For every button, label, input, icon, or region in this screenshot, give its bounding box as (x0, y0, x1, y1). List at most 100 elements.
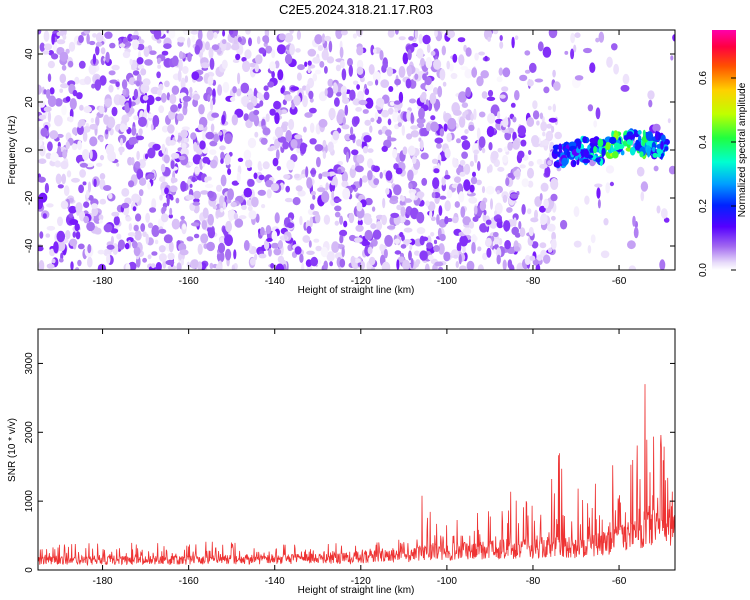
heatmap-cell (339, 60, 345, 69)
heatmap-cell (68, 116, 74, 123)
heatmap-cell (72, 89, 78, 97)
heatmap-cell (461, 140, 471, 150)
heatmap-signal-cell (553, 148, 558, 154)
heatmap-cell (496, 190, 500, 195)
heatmap-cell (605, 182, 610, 194)
heatmap-cell (89, 136, 98, 147)
heatmap-cell (170, 176, 176, 184)
heatmap-cell (204, 183, 214, 189)
heatmap-cell (38, 114, 47, 120)
heatmap-cell (90, 117, 95, 123)
heatmap-cell (597, 199, 601, 209)
heatmap-cell (393, 184, 402, 196)
heatmap-cell (551, 231, 556, 241)
heatmap-cell (652, 123, 661, 133)
heatmap-cell (439, 195, 447, 200)
heatmap-cell (528, 160, 534, 167)
heatmap-cell (274, 112, 280, 125)
heatmap-cell (116, 162, 120, 167)
heatmap-cell (69, 219, 79, 225)
heatmap-cell (308, 90, 314, 100)
heatmap-cell (303, 126, 307, 133)
heatmap-cell (77, 259, 82, 267)
heatmap-cell (245, 30, 251, 35)
heatmap-signal-cell (597, 138, 604, 148)
heatmap-cell (411, 156, 417, 164)
heatmap-cell (348, 212, 355, 224)
heatmap-cell (307, 48, 317, 57)
heatmap-cell (636, 166, 645, 177)
heatmap-cell (434, 137, 444, 144)
heatmap-cell (418, 33, 423, 44)
heatmap-cell (92, 33, 97, 38)
heatmap-cell (492, 231, 499, 238)
heatmap-cell (551, 125, 555, 133)
heatmap-cell (147, 222, 154, 229)
y-tick-label: -20 (24, 190, 35, 205)
heatmap-cell (135, 135, 145, 141)
heatmap-cell (186, 261, 191, 268)
heatmap-cell (507, 141, 513, 151)
heatmap-cell (381, 145, 388, 152)
heatmap-cell (382, 63, 388, 69)
bottom-x-axis-label: Height of straight line (km) (298, 585, 415, 596)
heatmap-cell (149, 207, 157, 213)
heatmap-cell (487, 89, 494, 97)
heatmap-cell (503, 220, 511, 232)
heatmap-cell (98, 105, 105, 115)
heatmap-cell (45, 233, 51, 238)
heatmap-cell (200, 190, 209, 195)
heatmap-cell (528, 226, 534, 237)
heatmap-cell (306, 177, 313, 189)
heatmap-cell (181, 142, 187, 150)
heatmap-cell (450, 72, 458, 80)
heatmap-cell (392, 110, 399, 123)
heatmap-cell (367, 246, 373, 255)
heatmap-cell (224, 153, 231, 166)
heatmap-cell (243, 240, 250, 251)
heatmap-cell (476, 179, 482, 186)
heatmap-cell (131, 157, 135, 166)
heatmap-cell (197, 124, 204, 131)
heatmap-cell (168, 241, 174, 253)
heatmap-cell (254, 253, 258, 261)
heatmap-cell (299, 142, 307, 155)
heatmap-signal-cell (660, 140, 664, 150)
heatmap-cell (312, 57, 321, 64)
x-tick-label: -160 (179, 576, 199, 587)
heatmap-cell (57, 216, 63, 227)
heatmap-cell (94, 79, 102, 91)
heatmap-cell (542, 131, 546, 137)
heatmap-cell (550, 238, 557, 250)
heatmap-cell (284, 197, 293, 203)
heatmap-cell (527, 79, 534, 87)
heatmap-cell (415, 259, 421, 265)
y-tick-label: 20 (24, 96, 35, 108)
heatmap-cell (421, 177, 428, 186)
heatmap-cell (328, 40, 333, 53)
heatmap-cell (56, 39, 66, 45)
heatmap-signal-cell (637, 130, 642, 135)
heatmap-cell (573, 240, 582, 248)
heatmap-cell (50, 152, 59, 163)
heatmap-cell (191, 259, 199, 268)
heatmap-cell (334, 97, 340, 107)
heatmap-cell (207, 94, 211, 103)
heatmap-cell (242, 60, 251, 72)
heatmap-cell (66, 170, 72, 178)
heatmap-cell (394, 78, 401, 86)
heatmap-cell (133, 88, 139, 100)
heatmap-cell (57, 240, 66, 252)
heatmap-cell (492, 30, 499, 35)
heatmap-cell (99, 198, 107, 205)
heatmap-cell (308, 240, 312, 248)
heatmap-cell (502, 67, 511, 78)
heatmap-cell (289, 105, 298, 115)
heatmap-cell (540, 213, 548, 225)
heatmap-cell (459, 159, 466, 166)
heatmap-cell (372, 71, 381, 82)
heatmap-cell (584, 195, 590, 205)
heatmap-signal-cell (595, 157, 601, 163)
heatmap-cell (464, 68, 473, 79)
heatmap-cell (416, 227, 426, 235)
